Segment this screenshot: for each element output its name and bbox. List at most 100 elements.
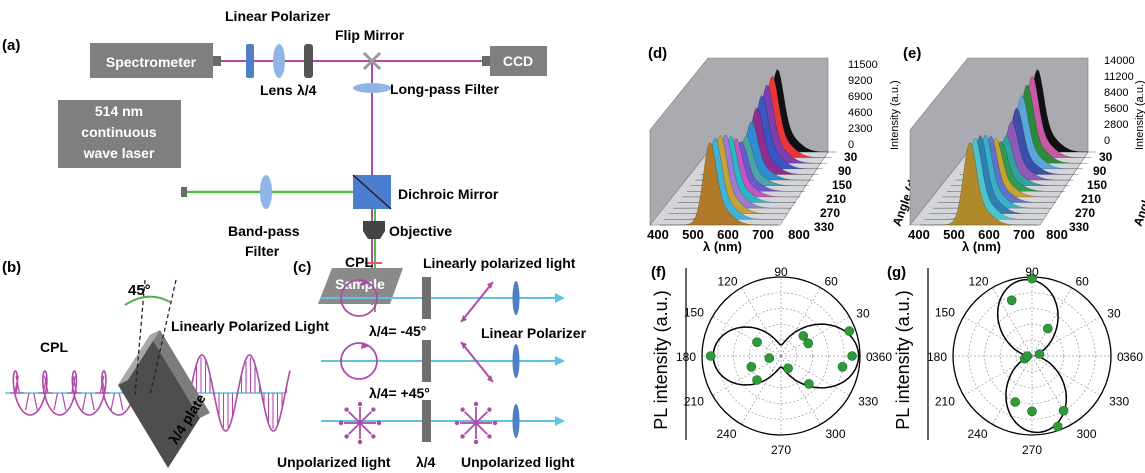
linear-polarizer-optic — [246, 44, 254, 78]
spectrometer-label: Spectrometer — [106, 54, 197, 70]
polar-angle-tick: 240 — [716, 427, 736, 441]
polar-angle-tick: 330 — [1109, 395, 1129, 409]
polar-angle-tick: 60 — [1076, 275, 1090, 289]
polar-data-point — [1022, 351, 1033, 361]
polar-data-point — [705, 351, 716, 361]
c-polarizer-row3 — [512, 404, 520, 438]
spectrum-slice — [928, 134, 1048, 215]
d-ztick: 6900 — [848, 91, 872, 103]
unpolarized-burst-right — [454, 401, 498, 445]
flip-mirror-icon — [362, 51, 382, 71]
panel-f: (f) PL intensity (a.u.) 0 30 60 90 120 150 180… — [651, 264, 892, 457]
panel-a-label: (a) — [2, 37, 20, 54]
d-angletick: 30 — [844, 150, 858, 164]
panel-e: (e) 400 500 600 700 800 λ (nm) 14000 112… — [903, 45, 1145, 254]
polar-data-point — [752, 375, 762, 385]
polar-angle-tick: 0 — [1117, 350, 1124, 364]
burst-ray — [464, 411, 477, 424]
d-z-ticks: 11500 9200 6900 4600 2300 0 — [848, 59, 878, 151]
e-ztick: 11200 — [1104, 71, 1134, 83]
dichroic-mirror-label: Dichroic Mirror — [398, 186, 499, 202]
cpl-vector — [61, 392, 67, 411]
lens-optic — [273, 44, 285, 78]
spectrometer-box — [90, 43, 213, 78]
axis-dashed-1 — [134, 279, 146, 396]
burst-ray — [359, 422, 372, 435]
e-xlabel: λ (nm) — [962, 239, 1001, 254]
panel-d-label: (d) — [648, 45, 667, 62]
panel-b: (b) λ/4 plate 45° CPL Linearly Polarized… — [2, 259, 329, 468]
e-ztick: 8400 — [1104, 87, 1128, 99]
polar-data-point — [1006, 295, 1017, 306]
polar-grid-spoke — [780, 287, 821, 357]
cpl-vector — [81, 392, 87, 411]
e-ztick: 0 — [1104, 135, 1110, 147]
e-angletick: 210 — [1081, 192, 1101, 206]
polar-outer-ring — [701, 276, 861, 436]
e-xtick: 500 — [943, 227, 965, 242]
polar-grid-spoke — [1031, 355, 1101, 396]
polar-angle-tick: 360 — [872, 350, 892, 364]
burst-ray-head — [460, 407, 465, 412]
d-ztick: 2300 — [848, 123, 872, 135]
d-x-ticks: 400 500 600 700 800 — [647, 227, 810, 242]
f-angle-labels: 0 30 60 90 120 150 180 210 240 270 300 330 360 — [676, 265, 892, 457]
d-ztick: 11500 — [848, 59, 878, 71]
burst-ray — [475, 411, 488, 424]
polar-angle-tick: 60 — [825, 275, 839, 289]
e-xtick: 400 — [908, 227, 930, 242]
burst-ray — [348, 422, 361, 435]
unpolarized-burst-left — [338, 401, 382, 445]
laser-port — [181, 187, 187, 197]
polar-data-point — [1027, 406, 1037, 417]
d-angletick: 270 — [820, 206, 840, 220]
polar-grid-spoke — [1031, 287, 1072, 357]
polar-grid-spoke — [712, 316, 782, 357]
burst-ray — [464, 422, 477, 435]
d-xtick: 400 — [647, 227, 669, 242]
polar-angle-tick: 90 — [1025, 265, 1039, 279]
polar-data-point — [804, 379, 814, 389]
e-angletick: 270 — [1075, 206, 1095, 220]
polar-data-point — [764, 353, 775, 363]
burst-ray-head — [487, 434, 492, 439]
e-angletick: 30 — [1099, 150, 1113, 164]
laser-label-line2: continuous — [81, 124, 157, 140]
polar-angle-tick: 210 — [935, 395, 955, 409]
e-ztick: 5600 — [1104, 103, 1128, 115]
angle-label: 45° — [128, 282, 151, 299]
burst-ray-head — [344, 407, 349, 412]
linear-arrow-row1 — [460, 281, 494, 323]
burst-ray-head — [473, 401, 479, 407]
c-linear-polarizer-label: Linear Polarizer — [481, 325, 587, 341]
polar-angle-tick: 30 — [856, 307, 870, 321]
flip-mirror-label: Flip Mirror — [335, 27, 405, 43]
unpolarized-left-label: Unpolarized light — [277, 454, 391, 470]
c-polarizer-row1 — [512, 281, 520, 315]
e-angletick: 330 — [1069, 220, 1089, 234]
e-zlabel: Intensity (a.u.) — [1134, 80, 1145, 150]
polar-angle-tick: 270 — [1022, 443, 1042, 457]
cpl-vector — [118, 392, 124, 411]
polar-grid-spoke — [963, 316, 1033, 357]
polar-data-point — [1043, 323, 1053, 334]
spectrometer-port — [213, 56, 221, 66]
spectrum-slice — [924, 137, 1043, 220]
cpl-field-arrows — [10, 375, 124, 411]
d-angletick: 90 — [838, 164, 852, 178]
burst-ray-head — [344, 434, 349, 439]
cpl-vector — [100, 375, 106, 394]
burst-ray-head — [492, 420, 498, 426]
linear-arrow-row2 — [460, 341, 494, 383]
d-angletick: 210 — [826, 192, 846, 206]
d-angletick: 330 — [814, 220, 834, 234]
d-angletick: 150 — [832, 178, 852, 192]
long-pass-filter-optic — [353, 83, 391, 93]
spectrum-slice — [920, 142, 1038, 226]
polar-grid-ring — [968, 292, 1096, 420]
cpl-circle-arrow-row2 — [361, 342, 370, 349]
polar-data-point — [1034, 349, 1045, 359]
spectrum-slice — [933, 135, 1052, 209]
e-ztick: 2800 — [1104, 119, 1128, 131]
polar-chart-g — [952, 273, 1112, 436]
